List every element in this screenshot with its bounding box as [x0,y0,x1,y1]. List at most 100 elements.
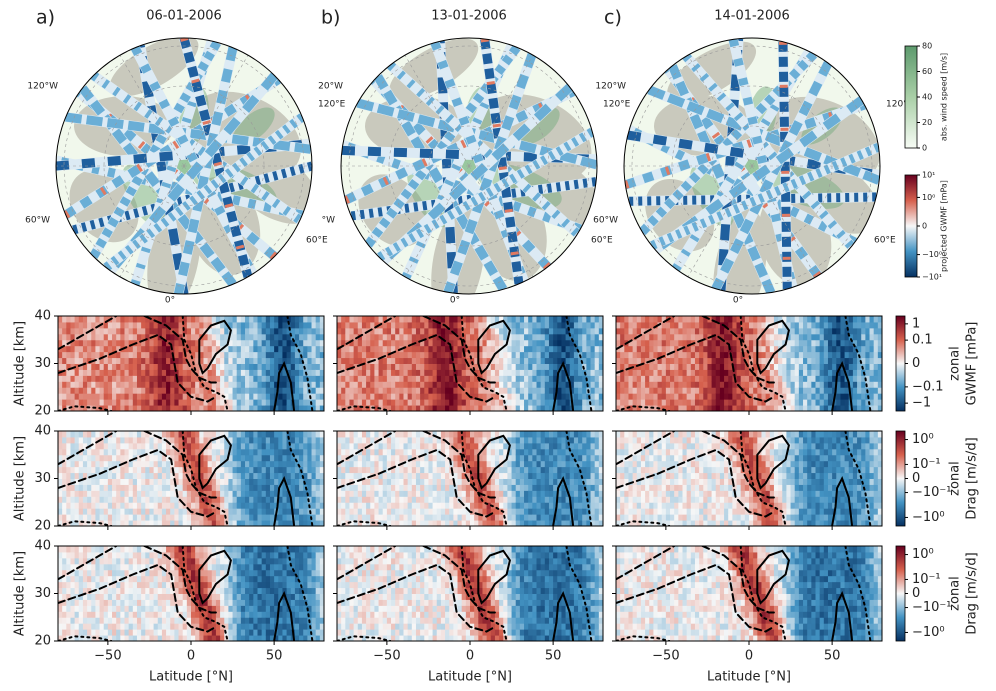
heatmap-cell [132,442,138,450]
heatmap-cell [461,508,467,515]
longitude-label: 0° [450,296,460,306]
heatmap-cell [773,333,779,341]
heatmap-cell [761,381,767,388]
heatmap-cell [103,448,109,456]
heatmap-cell [432,345,438,353]
heatmap-cell [211,520,217,526]
heatmap-cell [341,393,346,400]
heatmap-cell [195,339,200,347]
heatmap-cell [191,466,196,474]
heatmap-cell [519,339,525,347]
heatmap-cell [461,436,467,444]
heatmap-cell [494,327,500,335]
heatmap-cell [624,369,629,376]
heatmap-cell [58,405,63,411]
heatmap-cell [399,472,404,479]
heatmap-cell [453,321,459,329]
heatmap-cell [62,448,67,456]
heatmap-cell [174,442,180,450]
heatmap-cell [66,387,71,394]
heatmap-cell [798,363,804,370]
heatmap-cell [420,357,425,364]
heatmap-cell [315,484,321,491]
heatmap-cell [141,357,146,364]
heatmap-cell [286,502,292,509]
heatmap-cell [228,502,234,509]
heatmap-cell [773,399,779,406]
heatmap-cell [420,405,425,411]
heatmap-cell [694,399,700,406]
heatmap-cell [232,484,238,491]
heatmap-cell [224,363,229,370]
heatmap-cell [357,442,363,450]
heatmap-cell [877,381,882,388]
heatmap-cell [807,387,812,394]
heatmap-cell [449,321,454,329]
heatmap-cell [353,478,359,485]
heatmap-cell [361,454,367,462]
heatmap-cell [87,484,92,491]
heatmap-cell [240,357,246,364]
heatmap-cell [736,321,742,329]
heatmap-cell [141,345,146,353]
colorbar [904,45,918,149]
heatmap-cell [311,321,317,329]
heatmap-cell [124,496,130,503]
heatmap-cell [703,363,708,370]
heatmap-cell [436,472,442,479]
heatmap-cell [141,375,146,382]
heatmap-cell [128,454,134,462]
heatmap-cell [694,316,700,323]
heatmap-cell [378,490,384,497]
heatmap-cell [470,466,475,474]
heatmap-cell [245,333,250,341]
heatmap-cell [82,484,88,491]
heatmap-cell [99,472,105,479]
heatmap-cell [403,345,409,353]
heatmap-cell [95,405,101,411]
heatmap-cell [349,502,355,509]
heatmap-cell [78,496,84,503]
heatmap-cell [465,502,471,509]
heatmap-cell [457,333,463,341]
heatmap-cell [528,393,533,400]
heatmap-cell [378,339,384,347]
heatmap-cell [319,448,324,456]
heatmap-cell [290,431,296,438]
heatmap-cell [819,333,825,341]
heatmap-cell [178,502,184,509]
heatmap-cell [311,405,317,411]
heatmap-cell [136,339,142,347]
heatmap-cell [370,460,375,468]
heatmap-cell [424,431,429,438]
heatmap-cell [120,496,125,503]
heatmap-cell [582,381,587,388]
heatmap-cell [136,478,142,485]
heatmap-cell [282,375,288,382]
heatmap-cell [436,466,442,474]
heatmap-cell [624,333,629,341]
heatmap-cell [178,327,184,335]
heatmap-cell [341,399,346,406]
heatmap-cell [103,375,109,382]
heatmap-cell [178,436,184,444]
heatmap-cell [95,484,101,491]
heatmap-cell [386,387,392,394]
heatmap-cell [857,375,862,382]
heatmap-cell [465,333,471,341]
heatmap-cell [195,454,200,462]
heatmap-cell [420,520,425,526]
heatmap-cell [99,496,105,503]
heatmap-cell [628,333,634,341]
heatmap-cell [528,339,533,347]
heatmap-cell [811,369,816,376]
heatmap-cell [391,484,396,491]
heatmap-cell [399,333,404,341]
heatmap-cell [153,508,159,515]
wind-patch [233,107,275,145]
heatmap-cell [565,369,571,376]
heatmap-cell [265,478,271,485]
heatmap-cell [827,405,833,411]
heatmap-cell [166,460,171,468]
heatmap-cell [249,502,254,509]
